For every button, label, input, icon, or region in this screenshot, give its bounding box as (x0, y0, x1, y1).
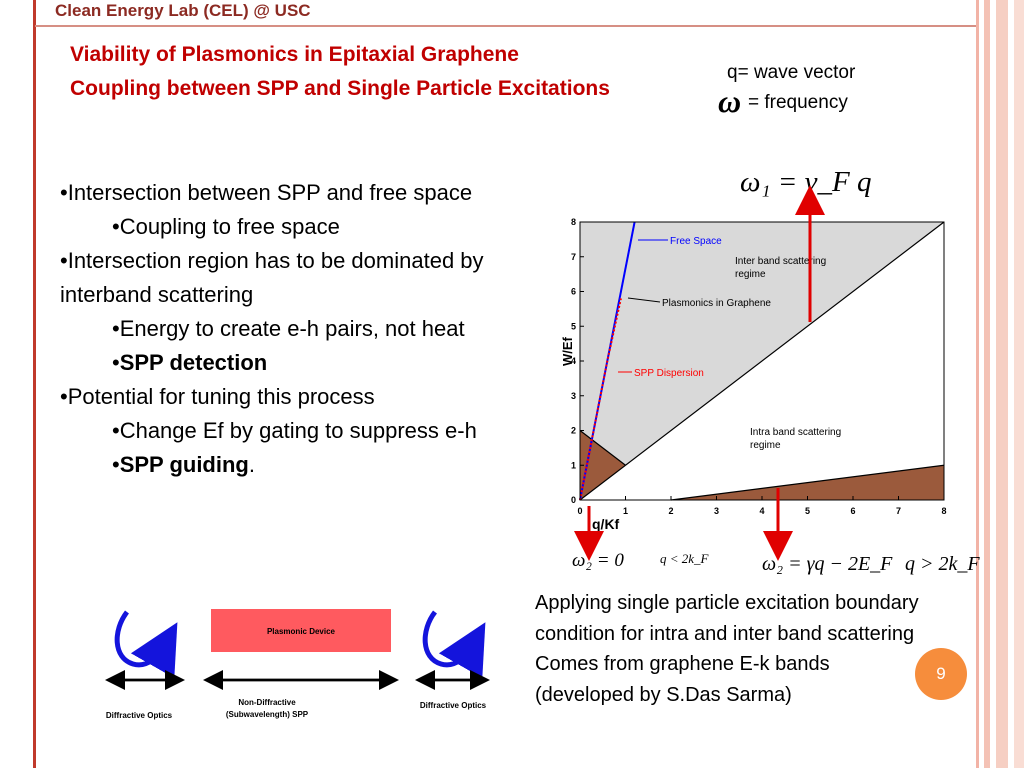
header-rule (35, 25, 976, 27)
curved-beam-icon (422, 610, 486, 679)
x-tick-label: 7 (896, 506, 901, 516)
caption-line: Applying single particle excitation boun… (535, 592, 919, 614)
y-tick-label: 3 (571, 391, 576, 401)
slide-title-line2: Coupling between SPP and Single Particle… (70, 77, 610, 100)
bullet-marker: • (112, 452, 120, 477)
annotation-inter-band: Inter band scattering (735, 256, 826, 267)
dispersion-chart: 0 1 2 3 4 5 6 7 8 0 1 2 3 4 5 6 7 8 W/Ef q/Kf Free Space… (560, 217, 947, 532)
x-tick-label: 4 (759, 506, 764, 516)
right-label: Diffractive Optics (420, 701, 487, 710)
bullet-item: •SPP guiding. (60, 448, 580, 482)
curved-beam-icon (114, 610, 178, 679)
device-label: Plasmonic Device (267, 627, 336, 636)
x-tick-label: 8 (941, 506, 946, 516)
right-stripe-1 (976, 0, 979, 768)
formula-condition-high: q > 2k_F (905, 553, 980, 575)
bullet-suffix: . (248, 452, 255, 477)
bullet-item: •Coupling to free space (112, 214, 340, 239)
y-tick-label: 4 (571, 356, 576, 366)
left-red-rule (33, 0, 36, 768)
right-stripe-4 (1014, 0, 1024, 768)
annotation-free-space: Free Space (670, 236, 722, 247)
omega-symbol: ω (718, 83, 742, 119)
annotation-plasmonics: Plasmonics in Graphene (662, 298, 771, 309)
x-axis-label: q/Kf (592, 516, 620, 532)
right-stripe-3 (996, 0, 1008, 768)
bullet-bold-text: SPP detection (119, 350, 268, 375)
page-number-badge: 9 (915, 648, 967, 700)
y-tick-label: 8 (571, 217, 576, 227)
bullet-marker: • (112, 350, 120, 375)
series-spp-dispersion (579, 298, 622, 501)
x-tick-label: 0 (577, 506, 582, 516)
boundary-line-diagonal (579, 221, 945, 501)
boundary-line-corner (579, 430, 626, 466)
mid-label-1: Non-Diffractive (238, 698, 296, 707)
mid-label-2: (Subwavelength) SPP (226, 710, 309, 719)
formula-condition-low: q < 2k_F (660, 551, 709, 566)
bullet-item: •Potential for tuning this process (60, 384, 375, 409)
left-label: Diffractive Optics (106, 711, 173, 720)
annotation-intra-band: Intra band scattering (750, 427, 841, 438)
slide-title-line1: Viability of Plasmonics in Epitaxial Gra… (70, 43, 519, 66)
plasmonics-pointer (627, 297, 661, 303)
x-tick-label: 5 (805, 506, 810, 516)
bullet-item: •Energy to create e-h pairs, not heat (112, 316, 465, 341)
page-number: 9 (936, 664, 946, 683)
y-tick-label: 1 (571, 460, 576, 470)
legend-wave-vector: q= wave vector (727, 62, 856, 83)
boundary-line-intra (670, 464, 945, 501)
x-tick-label: 2 (668, 506, 673, 516)
caption-line: condition for intra and inter band scatt… (535, 622, 915, 645)
corner-region (580, 430, 626, 500)
legend-frequency: = frequency (748, 92, 848, 113)
formula-omega1: ω₁ = v_F q (740, 166, 872, 198)
annotation-intra-regime: regime (750, 440, 781, 451)
y-ticks: 0 1 2 3 4 5 6 7 8 (571, 217, 584, 505)
bullet-item: •Intersection between SPP and free space (60, 180, 473, 205)
bullet-bold-text: SPP guiding (119, 452, 249, 477)
formula-omega2-zero: ω₂ = 0 (572, 550, 624, 571)
annotation-spp-dispersion: SPP Dispersion (634, 368, 704, 379)
bullet-item: •Change Ef by gating to suppress e-h (112, 418, 477, 443)
y-tick-label: 5 (571, 321, 576, 331)
caption: Applying single particle excitation boun… (535, 588, 919, 710)
optics-diagram: Plasmonic Device Diffractive Optics Non-… (105, 609, 490, 720)
caption-line: (developed by S.Das Sarma) (535, 683, 792, 706)
header-title: Clean Energy Lab (CEL) @ USC (55, 1, 311, 20)
x-tick-label: 1 (623, 506, 628, 516)
formula-omega2-linear: ω₂ = γq − 2E_F (762, 553, 893, 575)
bullet-item: •Intersection region has to be dominated… (60, 248, 484, 273)
annotation-inter-regime: regime (735, 269, 766, 280)
bullet-item: interband scattering (60, 282, 254, 307)
y-tick-label: 6 (571, 287, 576, 297)
bullet-list: •Intersection between SPP and free space… (60, 176, 580, 482)
y-axis-label: W/Ef (560, 336, 575, 366)
y-tick-label: 7 (571, 252, 576, 262)
caption-line: Comes from graphene E-k bands (535, 653, 830, 675)
y-tick-label: 0 (571, 495, 576, 505)
plasmonic-device (211, 609, 391, 652)
x-ticks: 0 1 2 3 4 5 6 7 8 (577, 496, 947, 516)
right-stripe-2 (984, 0, 990, 768)
y-tick-label: 2 (571, 426, 576, 436)
bullet-item: •SPP detection (60, 346, 580, 380)
x-tick-label: 6 (850, 506, 855, 516)
x-tick-label: 3 (714, 506, 719, 516)
